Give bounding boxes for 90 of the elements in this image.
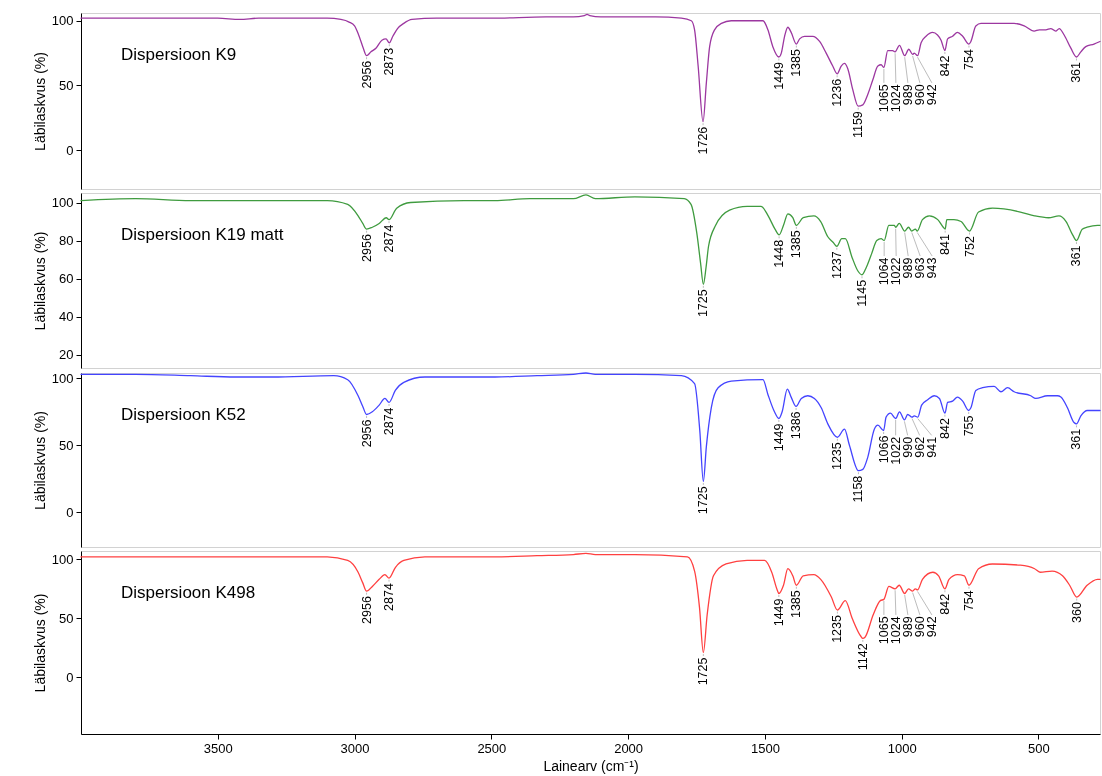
annotation: 1024 xyxy=(888,616,903,645)
y-tick-label: 0 xyxy=(66,669,74,685)
y-tick-label: 100 xyxy=(51,370,74,386)
series-label: Dispersioon K52 xyxy=(121,405,246,424)
annotation: 1066 xyxy=(876,435,891,464)
y-tick-label: 80 xyxy=(59,233,74,249)
annotation: 1022 xyxy=(889,257,904,286)
annotation: 1158 xyxy=(851,475,866,503)
annotation: 2956 xyxy=(359,596,374,624)
annotation: 960 xyxy=(912,84,927,106)
annotation: 2874 xyxy=(382,583,397,611)
annotation: 1385 xyxy=(789,49,804,77)
annotation: 1725 xyxy=(696,486,711,515)
annotation: 1386 xyxy=(789,411,804,440)
annotation: 842 xyxy=(937,418,952,440)
y-tick-label: 20 xyxy=(59,347,74,363)
annotation: 1725 xyxy=(696,289,711,318)
annotation: 1726 xyxy=(696,126,711,155)
y-tick-label: 50 xyxy=(59,610,74,626)
annotation: 963 xyxy=(913,257,928,279)
y-tick-label: 100 xyxy=(51,13,74,29)
annotation: 361 xyxy=(1069,428,1084,450)
annotation: 990 xyxy=(900,436,915,458)
x-tick-label: 1000 xyxy=(887,740,917,756)
annotation: 989 xyxy=(900,616,915,638)
y-tick-label: 60 xyxy=(59,271,74,287)
annotation: 754 xyxy=(961,590,976,612)
annotation: 1725 xyxy=(696,657,711,686)
x-tick-label: 2000 xyxy=(614,740,644,756)
annotation: 1449 xyxy=(771,61,786,90)
y-tick-label: 100 xyxy=(51,551,74,567)
series-label: Dispersioon K19 matt xyxy=(121,225,284,244)
annotation: 1142 xyxy=(855,643,870,671)
annotation: 754 xyxy=(961,49,976,70)
annotation: 1064 xyxy=(877,257,892,286)
annotation: 942 xyxy=(924,616,939,638)
annotation: 1145 xyxy=(855,279,870,307)
series-label: Dispersioon K9 xyxy=(121,45,237,64)
annotation: 1024 xyxy=(888,84,903,113)
annotation: 1235 xyxy=(830,614,845,643)
annotation: 2956 xyxy=(359,419,374,448)
y-tick-label: 50 xyxy=(59,77,74,93)
annotation: 2874 xyxy=(382,224,397,253)
annotation: 2956 xyxy=(359,60,374,89)
x-axis-title: Lainearv (cm⁻¹) xyxy=(543,757,639,774)
annotation: 752 xyxy=(962,236,977,257)
x-tick-label: 500 xyxy=(1028,740,1050,756)
annotation: 361 xyxy=(1069,61,1084,83)
x-tick-label: 2500 xyxy=(477,740,507,756)
annotation: 1065 xyxy=(876,84,891,113)
y-tick-label: 40 xyxy=(59,309,74,325)
annotation: 2873 xyxy=(382,47,397,76)
annotation: 1236 xyxy=(830,78,845,107)
y-tick-label: 0 xyxy=(66,142,74,158)
annotation: 989 xyxy=(901,257,916,279)
x-tick-label: 3500 xyxy=(203,740,233,756)
annotation: 842 xyxy=(937,55,952,77)
annotation: 1065 xyxy=(876,616,891,645)
annotation: 361 xyxy=(1069,245,1084,267)
annotation: 989 xyxy=(900,84,915,106)
y-tick-label: 100 xyxy=(51,195,74,211)
annotation: 1449 xyxy=(771,598,786,627)
annotation: 1237 xyxy=(829,251,844,280)
annotation: 755 xyxy=(961,415,976,437)
annotation: 360 xyxy=(1069,602,1084,623)
y-axis-title: Läbilaskvus (%) xyxy=(31,231,48,331)
annotation: 2956 xyxy=(359,234,374,262)
annotation: 842 xyxy=(937,593,952,615)
annotation: 941 xyxy=(924,436,939,458)
annotation: 1385 xyxy=(789,230,804,259)
x-tick-label: 3000 xyxy=(340,740,370,756)
x-tick-label: 1500 xyxy=(750,740,780,756)
y-axis-title: Läbilaskvus (%) xyxy=(31,52,48,151)
annotation: 943 xyxy=(925,257,940,279)
annotation: 2874 xyxy=(382,407,397,436)
annotation: 1385 xyxy=(789,590,804,619)
annotation: 962 xyxy=(912,436,927,458)
y-tick-label: 0 xyxy=(66,504,74,520)
annotation: 841 xyxy=(938,234,953,255)
annotation: 1159 xyxy=(851,111,866,139)
annotation: 1448 xyxy=(772,239,787,268)
annotation: 960 xyxy=(912,616,927,638)
annotation: 942 xyxy=(924,84,939,106)
y-axis-title: Läbilaskvus (%) xyxy=(31,411,48,510)
series-label: Dispersioon K498 xyxy=(121,583,256,602)
y-tick-label: 50 xyxy=(59,437,74,453)
y-axis-title: Läbilaskvus (%) xyxy=(31,593,48,693)
annotation: 1449 xyxy=(771,423,786,452)
annotation: 1022 xyxy=(888,436,903,465)
annotation: 1235 xyxy=(830,442,845,471)
